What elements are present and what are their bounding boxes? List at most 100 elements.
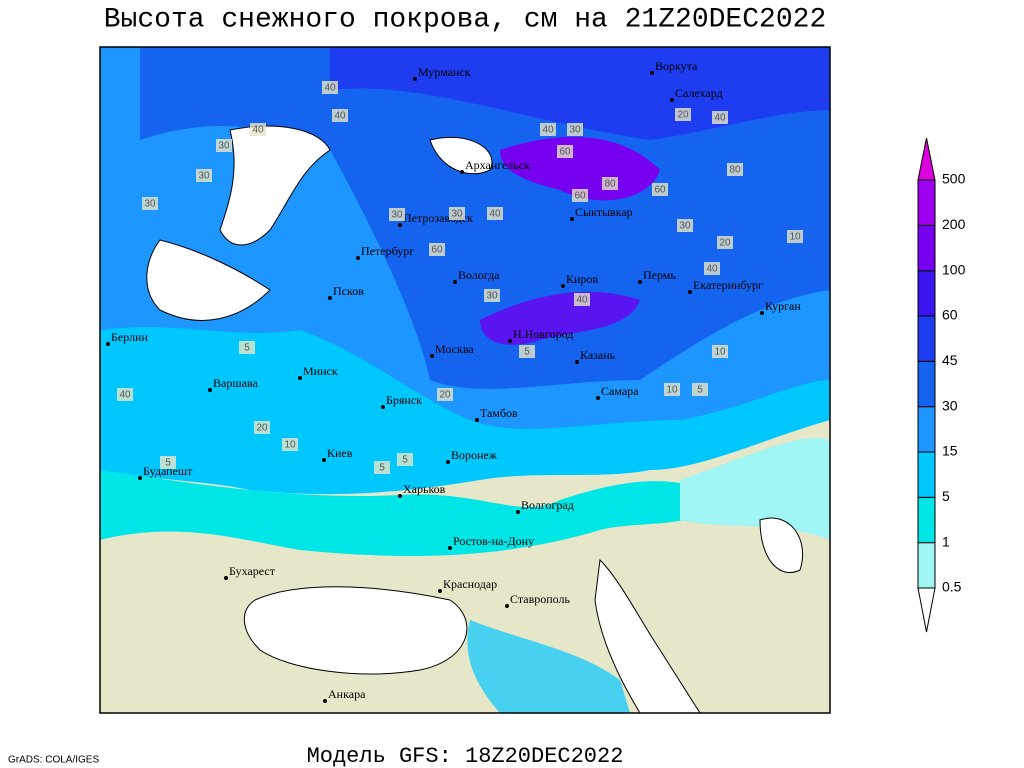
city-label: Минск: [303, 364, 338, 378]
contour-label-bg: [117, 388, 133, 401]
contour-label: 30: [391, 210, 403, 221]
map: [100, 47, 830, 713]
contour-label-bg: [664, 383, 680, 396]
contour-label-bg: [557, 145, 573, 158]
contour-label: 5: [697, 385, 703, 396]
contour-label-bg: [437, 388, 453, 401]
contour-label-bg: [449, 207, 465, 220]
city-dot: [398, 223, 402, 227]
legend-swatch: [917, 406, 936, 453]
city-label: Салехард: [675, 86, 723, 100]
title: Высота снежного покрова, см на 21Z20DEC2…: [104, 4, 827, 35]
contour-label-bg: [142, 197, 158, 210]
contour-label-bg: [429, 243, 445, 256]
legend-swatch: [917, 315, 936, 362]
contour-label-bg: [389, 208, 405, 221]
contour-label-bg: [717, 236, 733, 249]
contour-label: 60: [559, 147, 571, 158]
city-label: Варшава: [213, 376, 258, 390]
city-label: Брянск: [386, 393, 422, 407]
city-label: Москва: [435, 342, 474, 356]
contour-label: 30: [218, 141, 230, 152]
legend-label: 500: [942, 171, 966, 187]
contour-label: 30: [198, 171, 210, 182]
city-label: Курган: [765, 299, 801, 313]
contour-label-bg: [712, 111, 728, 124]
city-dot: [398, 494, 402, 498]
city-dot: [596, 396, 600, 400]
contour-label-bg: [216, 139, 232, 152]
city-dot: [460, 170, 464, 174]
contour-label: 20: [677, 110, 689, 121]
city-dot: [570, 217, 574, 221]
contour-label-bg: [572, 189, 588, 202]
city-dot: [413, 77, 417, 81]
city-label: Воркута: [655, 59, 698, 73]
city-label: Псков: [333, 284, 364, 298]
city-label: Краснодар: [443, 577, 497, 591]
contour-label: 80: [729, 165, 741, 176]
contour-label: 80: [604, 179, 616, 190]
contour-label: 40: [252, 125, 264, 136]
contour-label-bg: [704, 262, 720, 275]
credit: GrADS: COLA/IGES: [8, 755, 99, 766]
city-label: Воронеж: [451, 448, 498, 462]
contour-label: 10: [284, 440, 296, 451]
legend-label: 1: [942, 533, 950, 549]
contour-label: 5: [402, 455, 408, 466]
contour-label-bg: [484, 289, 500, 302]
city-dot: [448, 546, 452, 550]
contour-label-bg: [239, 341, 255, 354]
city-dot: [516, 510, 520, 514]
contour-label-bg: [602, 177, 618, 190]
legend-swatch: [917, 137, 936, 181]
city-label: Казань: [580, 348, 616, 362]
contour-label: 10: [789, 232, 801, 243]
contour-label: 30: [679, 221, 691, 232]
city-label: Н.Новгород: [513, 327, 573, 341]
contour-label-bg: [677, 219, 693, 232]
legend-swatch: [917, 587, 936, 633]
contour-label-bg: [692, 383, 708, 396]
city-dot: [208, 388, 212, 392]
contour-label: 40: [542, 125, 554, 136]
legend-label: 0.5: [942, 579, 962, 595]
contour-label: 40: [119, 390, 131, 401]
contour-label-bg: [540, 123, 556, 136]
contour-label: 20: [719, 238, 731, 249]
contour-label: 40: [706, 264, 718, 275]
city-label: Будапешт: [143, 464, 193, 478]
legend-label: 15: [942, 443, 958, 459]
city-label: Волгоград: [521, 498, 574, 512]
contour-label: 30: [569, 125, 581, 136]
city-label: Ставрополь: [510, 592, 570, 606]
city-label: Самара: [601, 384, 639, 398]
city-dot: [760, 311, 764, 315]
city-dot: [138, 476, 142, 480]
city-dot: [508, 339, 512, 343]
legend-label: 100: [942, 261, 966, 277]
contour-label-bg: [254, 421, 270, 434]
city-dot: [575, 360, 579, 364]
city-dot: [670, 98, 674, 102]
city-dot: [475, 418, 479, 422]
model-caption: Модель GFS: 18Z20DEC2022: [307, 744, 624, 768]
contour-label: 5: [524, 347, 530, 358]
legend-label: 45: [942, 352, 958, 368]
city-dot: [106, 342, 110, 346]
contour-label-bg: [160, 456, 176, 469]
contour-label: 40: [714, 113, 726, 124]
city-dot: [446, 460, 450, 464]
legend-label: 60: [942, 307, 958, 323]
contour-label-bg: [519, 345, 535, 358]
contour-label: 30: [451, 209, 463, 220]
city-dot: [298, 376, 302, 380]
legend-swatch: [917, 224, 936, 272]
city-dot: [323, 699, 327, 703]
city-label: Ростов-на-Дону: [453, 534, 534, 548]
city-dot: [430, 354, 434, 358]
contour-label: 60: [431, 245, 443, 256]
contour-label: 60: [654, 185, 666, 196]
contour-label-bg: [652, 183, 668, 196]
city-label: Харьков: [403, 482, 446, 496]
